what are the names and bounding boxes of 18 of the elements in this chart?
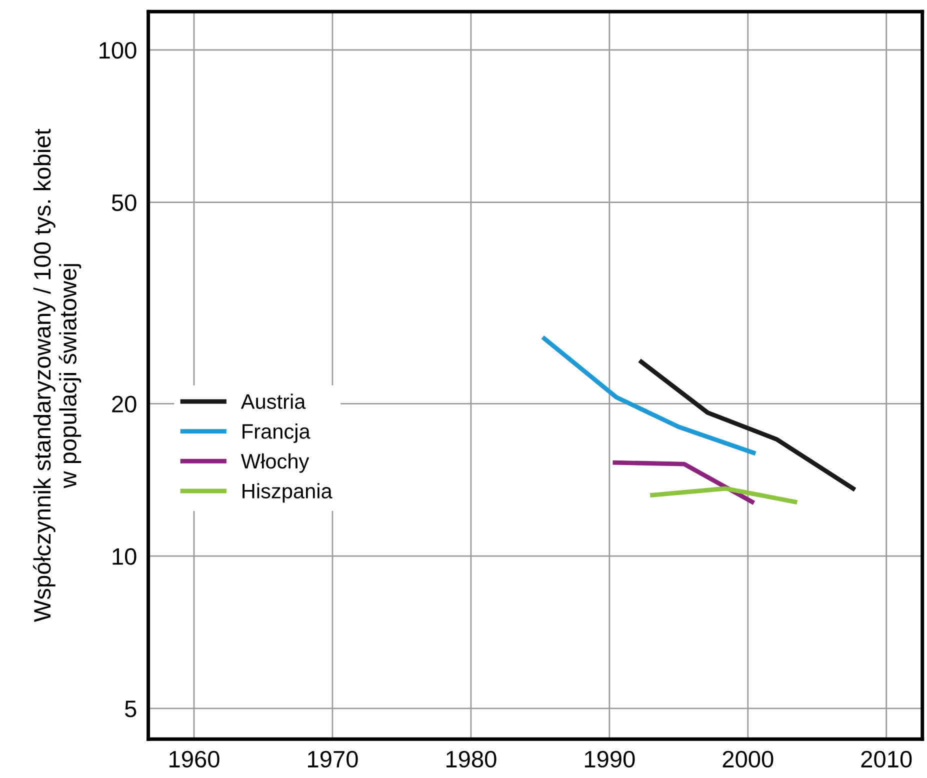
x-tick-label: 2010 bbox=[861, 750, 912, 768]
x-tick-label: 2000 bbox=[722, 750, 774, 768]
x-tick-label: 1970 bbox=[308, 750, 358, 768]
legend-label: Włochy bbox=[240, 453, 310, 473]
y-axis-title: Współczynnik standaryzowany / 100 tys. kobiet w populacji światowej bbox=[33, 128, 82, 622]
y-tick-label: 50 bbox=[112, 194, 136, 212]
y-tick-label: 10 bbox=[112, 548, 136, 565]
line-series bbox=[639, 360, 856, 491]
line-series bbox=[542, 336, 756, 456]
y-tick-label: 5 bbox=[125, 700, 136, 718]
x-tick-label: 1980 bbox=[446, 750, 496, 768]
y-tick-label: 20 bbox=[112, 396, 136, 413]
x-tick-label: 1990 bbox=[584, 750, 635, 768]
y-tick-label: 100 bbox=[100, 42, 136, 59]
legend-label: Francja bbox=[242, 424, 310, 443]
legend-label: Hiszpania bbox=[242, 483, 332, 503]
legend-label: Austria bbox=[240, 394, 306, 409]
x-tick-label: 1960 bbox=[170, 750, 220, 768]
